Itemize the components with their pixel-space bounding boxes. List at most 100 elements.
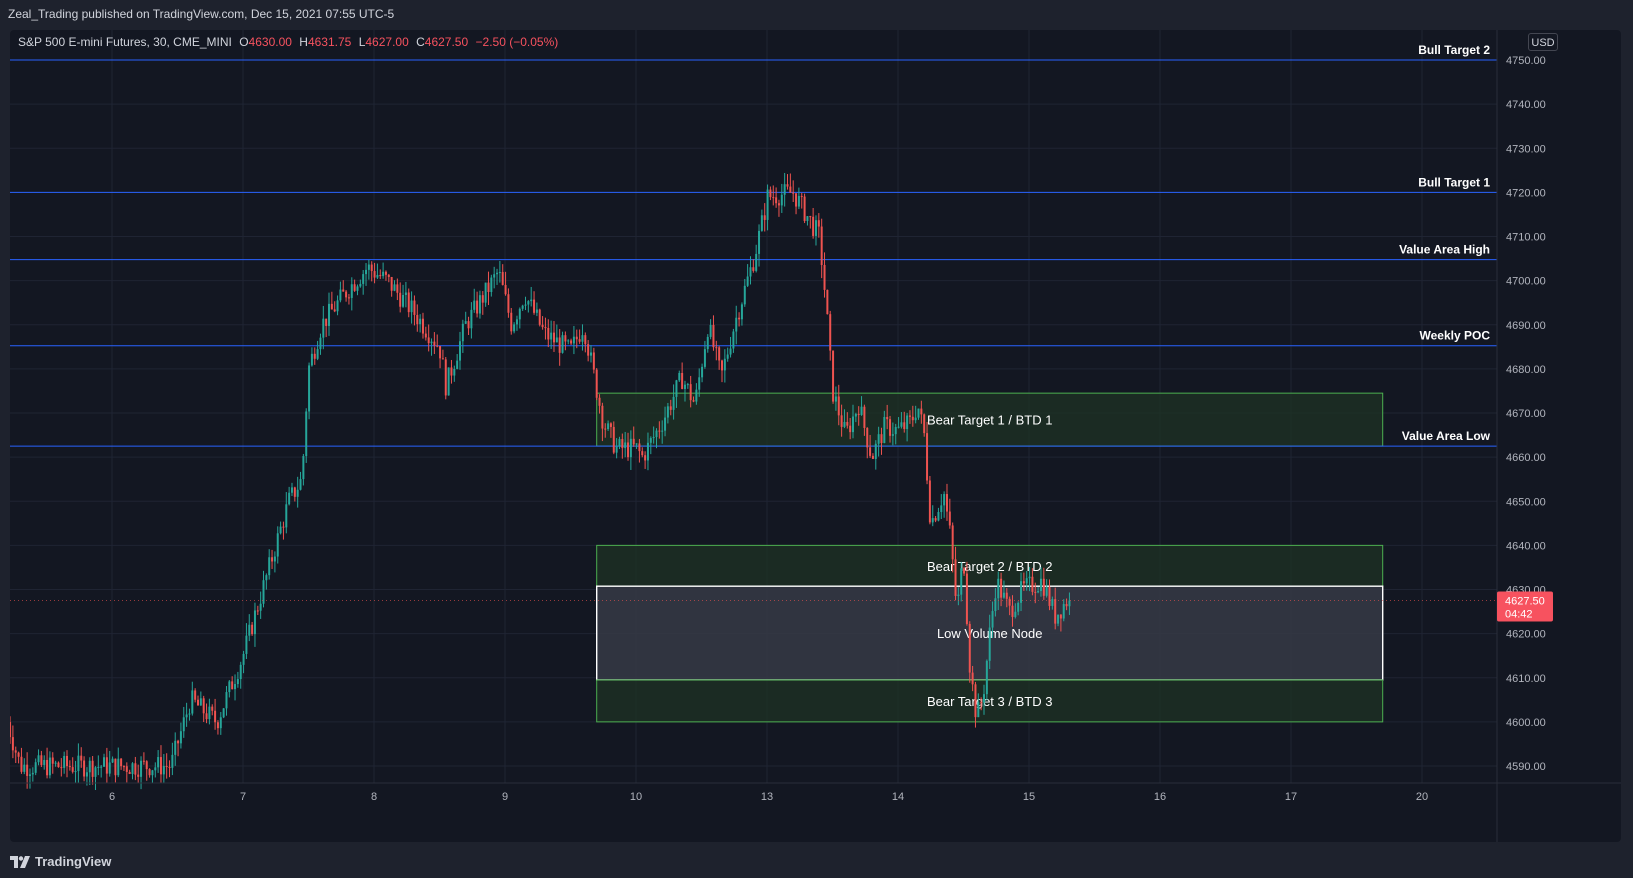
candle-body [926,433,929,481]
candle-body [330,303,333,310]
candle-body [823,264,826,290]
candle-body [216,722,219,729]
candle-body [721,360,724,371]
candle-body [578,339,581,342]
tradingview-logo[interactable]: TradingView [10,853,111,871]
high-value: 4631.75 [307,35,352,49]
currency-badge[interactable]: USD [1528,33,1558,51]
candle-body [20,756,23,772]
candle-body [604,428,607,430]
candle-body [644,455,647,461]
candle-body [937,512,940,521]
candle-body [424,333,427,338]
low-label: L [358,35,366,49]
candle-body [928,480,931,523]
candle-body [496,272,499,275]
candle-body [869,447,872,456]
candle-body [382,271,385,277]
candle-body [590,352,593,356]
candle-body [211,706,214,711]
candle-body [279,526,282,534]
candle-body [843,421,846,427]
candle-body [809,216,812,218]
candle-body [459,341,462,361]
candle-body [723,358,726,371]
y-tick-label: 4720.00 [1506,187,1546,199]
candle-body [849,425,852,433]
candle-body [288,492,291,505]
candle-body [629,438,632,458]
chart-area[interactable]: Bear Target 1 / BTD 1 Bear Target 2 / BTD… [10,30,1621,842]
candle-body [806,216,809,222]
candle-body [259,603,262,611]
candle-body [439,346,442,359]
candle-body [421,318,424,334]
candle-body [356,286,359,291]
candle-body [712,324,715,348]
candle-body [664,417,667,431]
candle-body [390,276,393,291]
candle-body [208,706,211,720]
candle-body [513,324,516,332]
candle-body [413,300,416,315]
candle-body [900,422,903,427]
candle-body [672,396,675,410]
candle-body [800,196,803,198]
candle-body [874,443,877,459]
candle-body [493,274,496,278]
footer: TradingView [0,846,1633,878]
candle-body [251,624,254,635]
open-label: O [239,35,249,49]
candle-body [709,324,712,337]
y-tick-label: 4670.00 [1506,408,1546,420]
candles [10,172,1497,790]
zones [596,392,1384,723]
candle-body [376,274,379,278]
candle-body [14,750,17,753]
candle-body [54,762,57,764]
candle-body [85,772,88,777]
candle-body [1042,578,1045,596]
candle-body [521,305,524,309]
candle-body [399,292,402,307]
candle-body [814,220,817,236]
candle-body [561,335,564,353]
candle-body [396,284,399,293]
candle-body [342,289,345,292]
candle-body [598,397,601,406]
x-tick-label: 13 [761,791,773,803]
candle-body [168,766,171,768]
candle-body [515,319,518,325]
level-label: Value Area High [1399,243,1490,257]
candle-body [105,757,108,774]
candle-body [903,422,906,430]
candle-body [77,755,80,772]
candle-body [718,347,721,361]
x-tick-label: 8 [371,791,377,803]
candle-body [906,415,909,430]
candle-body [117,758,120,776]
candle-body [666,406,669,418]
y-tick-label: 4690.00 [1506,320,1546,332]
price-chart[interactable]: Bear Target 1 / BTD 1 Bear Target 2 / BTD… [10,30,1621,842]
candle-body [94,767,97,777]
tradingview-brand: TradingView [35,854,112,869]
x-tick-label: 15 [1023,791,1035,803]
candle-body [638,443,641,452]
x-tick-label: 16 [1154,791,1166,803]
candle-body [646,442,649,461]
x-tick-label: 20 [1416,791,1428,803]
candle-body [17,752,20,757]
candle-body [584,335,587,345]
candle-body [1022,581,1025,584]
candle-body [980,702,983,704]
candle-body [541,324,544,328]
candle-body [951,525,954,560]
candle-body [627,442,630,458]
candle-body [34,762,37,773]
candle-body [678,372,681,381]
y-tick-label: 4710.00 [1506,232,1546,244]
candle-body [365,269,368,275]
candle-body [897,426,900,428]
candle-body [945,494,948,512]
